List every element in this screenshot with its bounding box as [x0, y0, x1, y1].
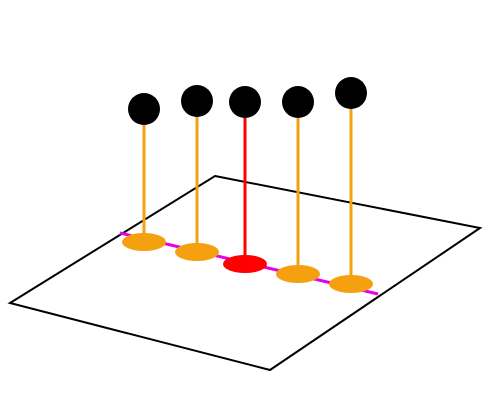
stick-ball: [181, 85, 213, 117]
stick-group: [122, 77, 373, 293]
stick-ball: [282, 86, 314, 118]
stick: [276, 86, 320, 283]
stick-ball: [335, 77, 367, 109]
stick: [175, 85, 219, 261]
stick-ball: [128, 93, 160, 125]
highlighted-stick: [223, 86, 267, 273]
stick-ball: [229, 86, 261, 118]
stick: [122, 93, 166, 251]
stick: [329, 77, 373, 293]
